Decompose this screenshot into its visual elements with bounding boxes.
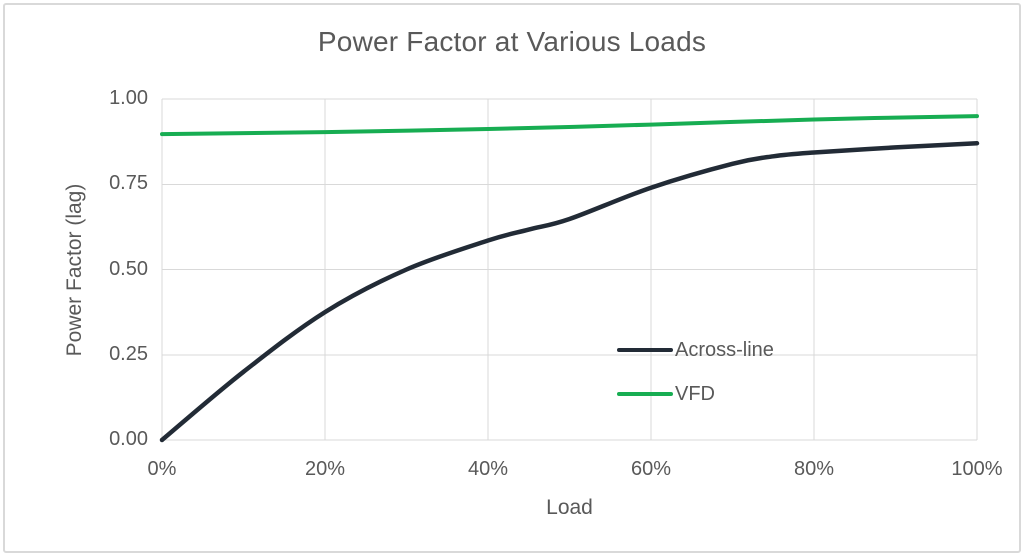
legend-item-across-line: Across-line — [617, 338, 774, 362]
legend-item-vfd: VFD — [617, 382, 774, 406]
legend-label: VFD — [675, 382, 715, 405]
legend: Across-line VFD — [617, 338, 774, 406]
legend-label: Across-line — [675, 338, 774, 361]
y-tick-label: 1.00 — [109, 86, 148, 109]
plot-area — [159, 98, 980, 443]
y-axis-title: Power Factor (lag) — [63, 183, 86, 357]
x-tick-label: 60% — [630, 458, 672, 480]
x-tick-label: 0% — [147, 458, 177, 480]
x-axis-title: Load — [546, 496, 593, 519]
x-tick-label: 80% — [793, 458, 835, 480]
chart-frame — [3, 3, 1021, 553]
x-tick-label: 100% — [951, 458, 1003, 480]
vfd-series — [160, 114, 979, 137]
x-tick-label: 20% — [304, 458, 346, 480]
gridlines — [161, 98, 978, 441]
across-line-swatch-icon — [617, 348, 673, 352]
y-tick-label: 0.25 — [109, 342, 148, 365]
chart-title: Power Factor at Various Loads — [317, 26, 707, 57]
y-tick-label: 0.00 — [109, 427, 148, 450]
y-tick-label: 0.75 — [109, 171, 148, 194]
across-line-series — [159, 141, 980, 443]
y-tick-label: 0.50 — [109, 257, 148, 280]
vfd-swatch-icon — [617, 392, 673, 396]
x-tick-label: 40% — [467, 458, 509, 480]
